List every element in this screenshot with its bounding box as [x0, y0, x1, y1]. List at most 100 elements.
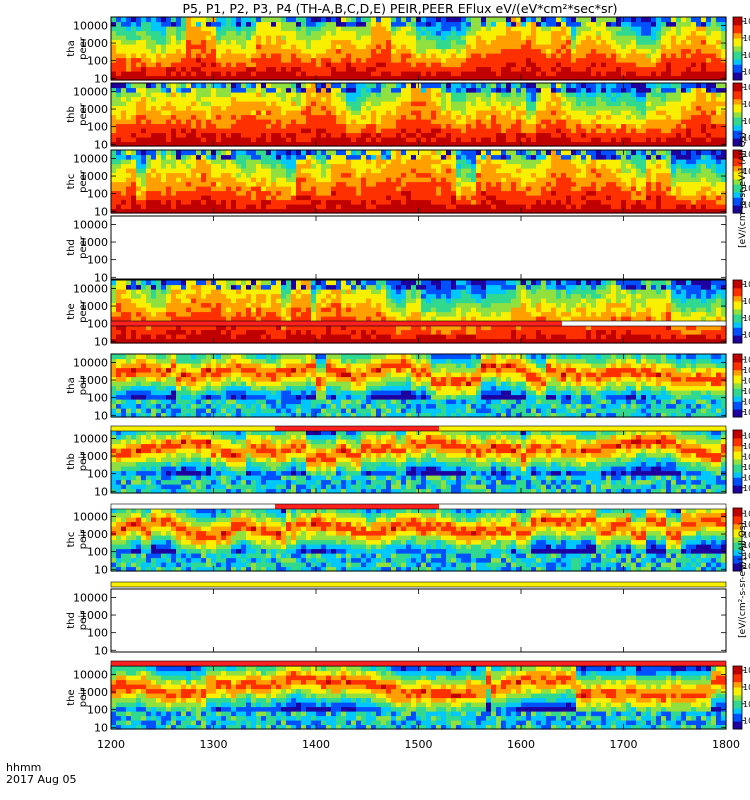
spectrogram-cell [341, 154, 347, 160]
spectrogram-cell [251, 137, 257, 143]
spectrogram-cell [721, 35, 727, 41]
spectrogram-cell [516, 35, 522, 41]
spectrogram-cell [716, 75, 722, 81]
spectrogram-cell [476, 159, 482, 165]
spectrogram-cell [396, 92, 402, 98]
spectrogram-cell [361, 105, 367, 111]
spectrogram-cell [371, 92, 377, 98]
spectrogram-cell [196, 87, 202, 93]
spectrogram-cell [336, 53, 342, 59]
spectrogram-cell [561, 177, 567, 183]
spectrogram-cell [116, 17, 122, 23]
spectrogram-cell [366, 39, 372, 45]
spectrogram-cell [256, 57, 262, 63]
spectrogram-cell [236, 132, 242, 138]
spectrogram-cell [181, 35, 187, 41]
spectrogram-cell [411, 141, 417, 147]
spectrogram-cell [121, 96, 127, 102]
spectrogram-cell [456, 137, 462, 143]
spectrogram-cell [531, 71, 537, 77]
spectrogram-cell [646, 141, 652, 147]
spectrogram-cell [681, 35, 687, 41]
spectrogram-cell [421, 105, 427, 111]
spectrogram-cell [146, 57, 152, 63]
spectrogram-cell [366, 154, 372, 160]
spectrogram-cell [511, 208, 517, 214]
spectrogram-cell [436, 137, 442, 143]
spectrogram-cell [501, 39, 507, 45]
spectrogram-cell [361, 96, 367, 102]
spectrogram-cell [111, 119, 117, 125]
spectrogram-cell [431, 137, 437, 143]
spectrogram-cell [711, 21, 717, 27]
spectrogram-cell [341, 190, 347, 196]
spectrogram-cell [686, 96, 692, 102]
spectrogram-cell [406, 159, 412, 165]
spectrogram-cell [136, 96, 142, 102]
spectrogram-cell [396, 105, 402, 111]
spectrogram-cell [291, 39, 297, 45]
spectrogram-cell [381, 92, 387, 98]
spectrogram-cell [571, 199, 577, 205]
spectrogram-cell [276, 96, 282, 102]
spectrogram-cell [586, 71, 592, 77]
spectrogram-cell [601, 154, 607, 160]
spectrogram-cell [431, 154, 437, 160]
spectrogram-cell [596, 150, 602, 156]
spectrogram-cell [456, 163, 462, 169]
spectrogram-cell [706, 17, 712, 23]
spectrogram-cell [521, 195, 527, 201]
y-tick-label: 100 [87, 55, 108, 68]
spectrogram-cell [446, 168, 452, 174]
spectrogram-cell [611, 66, 617, 72]
spectrogram-cell [436, 66, 442, 72]
spectrogram-cell [281, 150, 287, 156]
spectrogram-cell [616, 75, 622, 81]
spectrogram-cell [676, 123, 682, 129]
spectrogram-cell [676, 87, 682, 93]
spectrogram-cell [526, 48, 532, 54]
spectrogram-cell [611, 57, 617, 63]
spectrogram-cell [151, 39, 157, 45]
spectrogram-cell [341, 195, 347, 201]
spectrogram-cell [281, 57, 287, 63]
spectrogram-cell [576, 132, 582, 138]
spectrogram-cell [506, 39, 512, 45]
spectrogram-cell [171, 75, 177, 81]
spectrogram-cell [541, 137, 547, 143]
spectrogram-cell [176, 141, 182, 147]
spectrogram-cell [261, 26, 267, 32]
spectrogram-cell [356, 137, 362, 143]
spectrogram-cell [606, 53, 612, 59]
spectrogram-cell [111, 181, 117, 187]
spectrogram-cell [676, 39, 682, 45]
spectrogram-cell [266, 195, 272, 201]
spectrogram-cell [441, 83, 447, 89]
spectrogram-cell [341, 92, 347, 98]
spectrogram-cell [411, 110, 417, 116]
spectrogram-cell [281, 154, 287, 160]
spectrogram-cell [226, 53, 232, 59]
spectrogram-cell [276, 195, 282, 201]
spectrogram-cell [546, 177, 552, 183]
spectrogram-cell [616, 186, 622, 192]
spectrogram-cell [386, 96, 392, 102]
spectrogram-cell [116, 163, 122, 169]
spectrogram-cell [546, 35, 552, 41]
spectrogram-cell [321, 172, 327, 178]
spectrogram-cell [116, 177, 122, 183]
spectrogram-cell [191, 53, 197, 59]
spectrogram-cell [241, 101, 247, 107]
spectrogram-cell [616, 44, 622, 50]
spectrogram-cell [306, 17, 312, 23]
spectrogram-cell [561, 150, 567, 156]
spectrogram-cell [686, 53, 692, 59]
colorbar-swatch [733, 138, 742, 142]
spectrogram-cell [191, 204, 197, 210]
spectrogram-cell [566, 172, 572, 178]
spectrogram-cell [331, 190, 337, 196]
spectrogram-cell [136, 17, 142, 23]
spectrogram-cell [511, 154, 517, 160]
spectrogram-cell [261, 204, 267, 210]
spectrogram-cell [396, 154, 402, 160]
